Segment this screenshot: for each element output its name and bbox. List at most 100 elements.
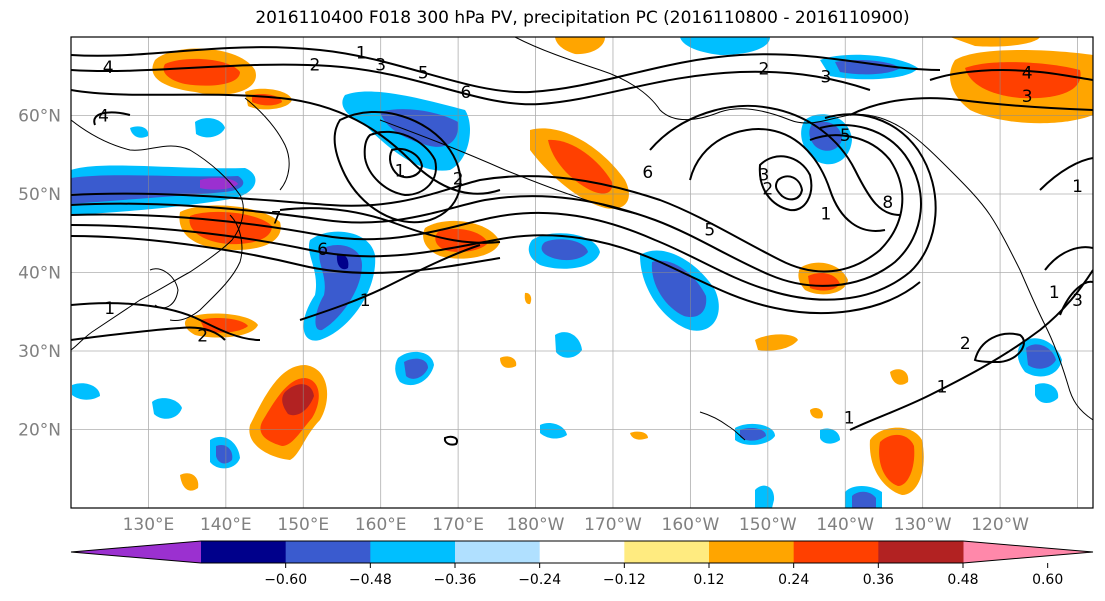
pv-contour-label: 3 xyxy=(375,55,386,75)
precip-negative-core xyxy=(740,428,766,441)
latitude-labels: 20°N 30°N 40°N 50°N 60°N xyxy=(18,107,61,441)
lon-tick-label: 150°W xyxy=(739,515,797,535)
pv-contour-label: 1 xyxy=(820,205,831,225)
colorbar-segment xyxy=(370,541,456,563)
coastline-asia xyxy=(71,119,244,351)
precip-positive-region xyxy=(180,473,199,491)
lon-tick-label: 170°W xyxy=(584,515,642,535)
pv-contour-label: 7 xyxy=(271,209,282,229)
pv-contour-label: 2 xyxy=(762,180,773,200)
precip-positive-core xyxy=(965,62,1081,99)
coastline-hawaii xyxy=(699,411,746,441)
pv-contour xyxy=(71,302,261,341)
colorbar-tick-label: 0.24 xyxy=(778,572,809,588)
pv-contour xyxy=(71,326,226,341)
pv-contour xyxy=(71,134,904,273)
precip-negative-core xyxy=(651,260,707,318)
precip-negative-region xyxy=(820,428,840,444)
colorbar-outline xyxy=(70,540,1094,564)
pv-contour xyxy=(389,148,424,179)
pv-contour xyxy=(333,111,462,224)
colorbar-segment xyxy=(624,541,710,563)
pv-contour xyxy=(71,63,871,106)
pv-contour xyxy=(71,46,941,94)
colorbar-tick-label: −0.48 xyxy=(349,572,392,588)
precip-positive-region xyxy=(950,37,1040,47)
pv-contour-label: 1 xyxy=(360,291,371,311)
pv-contour-label: 1 xyxy=(937,377,948,397)
lon-tick-label: 170°E xyxy=(432,515,484,535)
pv-contour-label: 2 xyxy=(759,59,770,79)
pv-contour-label: 2 xyxy=(960,334,971,354)
pv-contour-label: 4 xyxy=(103,58,114,78)
precip-negative-region xyxy=(680,37,770,55)
precip-positive-region xyxy=(890,369,909,385)
precip-negative-core xyxy=(541,239,588,261)
precipitation-shading xyxy=(71,37,1093,508)
pv-contour xyxy=(649,104,901,216)
pv-contour-label: 3 xyxy=(759,165,770,185)
pv-contour-label: 1 xyxy=(104,299,115,319)
colorbar-segment xyxy=(878,541,964,563)
pv-contour xyxy=(849,269,1093,431)
pv-contour-label: 5 xyxy=(704,220,715,240)
precip-positive-core xyxy=(200,318,248,333)
precip-positive-region xyxy=(500,356,517,368)
precip-positive-region xyxy=(524,292,532,305)
coastline-kamchatka xyxy=(244,97,290,191)
pv-contour-label: 3 xyxy=(820,67,831,87)
pv-contour xyxy=(689,128,886,232)
map-title: 2016110400 F018 300 hPa PV, precipitatio… xyxy=(255,8,910,28)
pv-contour xyxy=(1039,157,1093,191)
precip-negative-core xyxy=(216,444,233,464)
precip-positive-region xyxy=(810,407,823,419)
lat-tick-label: 40°N xyxy=(18,264,61,284)
pv-contour xyxy=(849,97,1093,116)
pv-contour-label: 1 xyxy=(356,44,367,64)
precip-negative-region xyxy=(540,423,567,439)
pv-contour xyxy=(929,69,1093,81)
colorbar-extend-min xyxy=(71,541,201,563)
pv-contours xyxy=(71,46,1093,446)
pv-contour-label: 2 xyxy=(309,55,320,75)
pv-contour xyxy=(758,155,813,212)
pv-contour xyxy=(973,332,1025,364)
lat-tick-label: 60°N xyxy=(18,107,61,127)
colorbar-segment xyxy=(709,541,795,563)
precip-negative-core xyxy=(404,358,428,379)
pv-contour xyxy=(363,130,437,197)
lon-tick-label: 140°E xyxy=(200,515,252,535)
lon-tick-label: 130°W xyxy=(894,515,952,535)
colorbar-tick-label: −0.24 xyxy=(518,572,561,588)
pv-contour xyxy=(71,235,501,274)
longitude-labels: 130°E 140°E 150°E 160°E 170°E 180°W 170°W 160°W… xyxy=(123,515,1030,535)
pv-contour-label: 6 xyxy=(460,83,471,103)
precip-negative-region xyxy=(1035,383,1059,404)
lat-tick-label: 50°N xyxy=(18,185,61,205)
pv-contour-label: 5 xyxy=(418,63,429,83)
colorbar-segment xyxy=(539,541,625,563)
lon-tick-label: 120°W xyxy=(971,515,1029,535)
precip-negative-core xyxy=(315,245,362,331)
precip-negative-core xyxy=(336,254,349,270)
colorbar-tick-label: 0.36 xyxy=(863,572,894,588)
lon-tick-label: 140°W xyxy=(816,515,874,535)
pv-contour xyxy=(71,89,501,195)
graticule-lines xyxy=(71,37,1093,508)
colorbar-tick-label: −0.12 xyxy=(603,572,646,588)
pv-contour-label: 2 xyxy=(453,169,464,189)
lon-tick-label: 130°E xyxy=(123,515,175,535)
precip-positive-region xyxy=(630,431,648,440)
pv-contour-label: 1 xyxy=(1049,283,1060,303)
pv-contour-label: 1 xyxy=(395,161,406,181)
colorbar-segment xyxy=(285,541,371,563)
precip-negative-core xyxy=(835,60,900,75)
lon-tick-label: 160°W xyxy=(662,515,720,535)
lon-tick-label: 180°W xyxy=(507,515,565,535)
colorbar: −0.60 −0.48 −0.36 −0.24 −0.12 0.12 0.24 0.36 0.4… xyxy=(70,540,1094,588)
precip-negative-region xyxy=(72,383,100,400)
lat-tick-label: 30°N xyxy=(18,342,61,362)
pv-contour xyxy=(71,124,922,287)
lon-tick-label: 150°E xyxy=(277,515,329,535)
